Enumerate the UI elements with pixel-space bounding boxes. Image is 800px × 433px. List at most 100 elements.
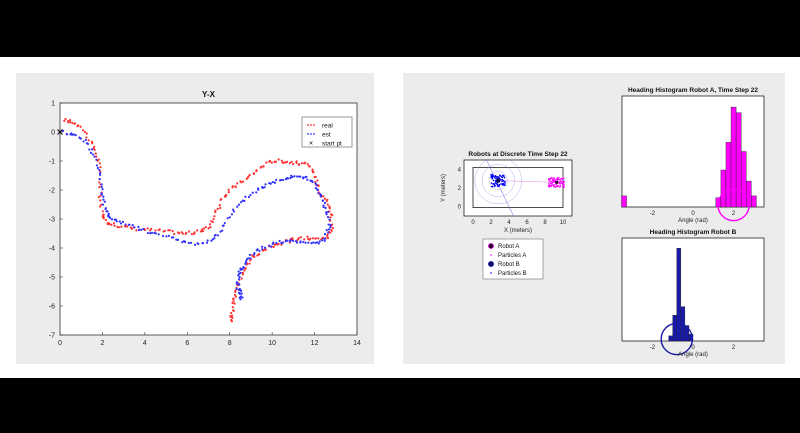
data-point-real [314, 175, 317, 178]
data-point-real [316, 179, 319, 182]
figure-left: Y-X 0 2 4 6 8 10 12 14 1 0 -1 -2 -3 -4 -5 -6 -7 real est × st… [16, 73, 374, 364]
data-point-real [252, 172, 255, 175]
data-point-real [202, 227, 206, 230]
particle-b [490, 182, 493, 184]
hist-b-x-tick: -2 [650, 345, 656, 351]
data-point-est [258, 249, 261, 253]
hist-a-bar [730, 106, 737, 208]
data-point-real [178, 232, 181, 235]
data-point-est [107, 213, 110, 217]
data-point-est [261, 248, 264, 251]
data-point-est [171, 236, 175, 239]
robots-plot-content [472, 160, 566, 216]
data-point-real [233, 302, 236, 305]
data-point-real [276, 243, 279, 246]
data-point-real [229, 315, 232, 318]
legend-swatch [313, 133, 315, 135]
data-point-real [213, 215, 216, 218]
data-point-est [219, 230, 222, 233]
particle-b [498, 183, 501, 186]
data-point-real [295, 161, 298, 165]
data-point-est [108, 216, 112, 220]
data-point-real [236, 182, 239, 185]
data-point-est [249, 257, 252, 260]
data-point-est [235, 281, 238, 284]
hist-a-bar [740, 151, 747, 208]
data-point-est [184, 240, 187, 243]
data-point-real [231, 316, 234, 320]
particle-a [561, 178, 564, 181]
hist-a-bar [720, 169, 727, 208]
data-point-real [242, 180, 245, 183]
data-point-est [316, 241, 319, 244]
data-point-real [69, 121, 72, 124]
data-point-real [306, 235, 309, 238]
y-tick-label: 1 [51, 101, 55, 108]
data-point-est [310, 242, 313, 245]
data-point-real [99, 194, 102, 197]
data-point-est [131, 224, 134, 227]
data-point-real [99, 166, 102, 169]
y-tick-label: -7 [49, 333, 55, 340]
particle-a [559, 186, 561, 188]
data-point-est [226, 217, 229, 220]
robots-x-tick: 0 [471, 220, 475, 226]
particle-a [556, 177, 559, 180]
data-point-est [327, 231, 330, 234]
particle-b [499, 174, 501, 176]
particle-a [562, 185, 565, 187]
particle-a [556, 185, 559, 188]
data-point-real [180, 231, 183, 234]
data-point-est [270, 245, 273, 248]
particle-b [490, 174, 492, 176]
robots-x-tick: 4 [507, 220, 511, 226]
robots-legend-swatch [490, 254, 492, 256]
data-point-real [73, 122, 77, 125]
hist-a-bar [735, 112, 742, 208]
legend-swatch [310, 124, 312, 126]
robots-y-tick: 2 [458, 186, 462, 192]
data-point-real [326, 236, 330, 240]
data-point-real [247, 175, 250, 178]
start-point-stroke [57, 129, 63, 135]
data-point-real [150, 227, 153, 231]
data-point-est [100, 193, 103, 196]
data-point-real [328, 207, 331, 210]
particle-a [553, 177, 555, 179]
data-point-real [113, 224, 116, 227]
range-arc [474, 160, 522, 205]
robots-legend-swatch [488, 261, 494, 267]
data-point-est [286, 177, 290, 180]
particle-a [553, 179, 555, 182]
data-point-est [93, 155, 96, 158]
data-point-real [262, 165, 265, 168]
data-point-real [288, 162, 291, 165]
data-point-real [196, 229, 199, 232]
data-point-real [63, 119, 66, 123]
data-point-est [320, 193, 323, 196]
particle-b [496, 183, 499, 185]
data-point-est [311, 180, 314, 184]
data-point-real [218, 204, 221, 207]
data-point-est [99, 173, 102, 176]
data-point-est [323, 233, 327, 236]
data-point-est [302, 240, 305, 244]
hist-a-x-tick: 0 [691, 211, 695, 217]
robots-legend-label: Particles B [498, 271, 527, 277]
particle-b [503, 183, 505, 185]
x-tick-label: 2 [100, 340, 104, 347]
data-point-real [219, 206, 222, 210]
data-point-est [315, 184, 318, 187]
data-point-est [328, 218, 331, 221]
data-point-real [210, 220, 213, 223]
data-point-real [292, 162, 295, 166]
data-point-real [277, 158, 280, 161]
data-point-est [327, 228, 331, 231]
data-point-est [256, 187, 260, 190]
data-point-est [323, 201, 327, 205]
data-point-est [239, 298, 242, 301]
data-point-est [237, 274, 240, 277]
particle-a [556, 179, 559, 181]
legend-swatch: × [309, 141, 313, 148]
particle-b [494, 174, 497, 177]
